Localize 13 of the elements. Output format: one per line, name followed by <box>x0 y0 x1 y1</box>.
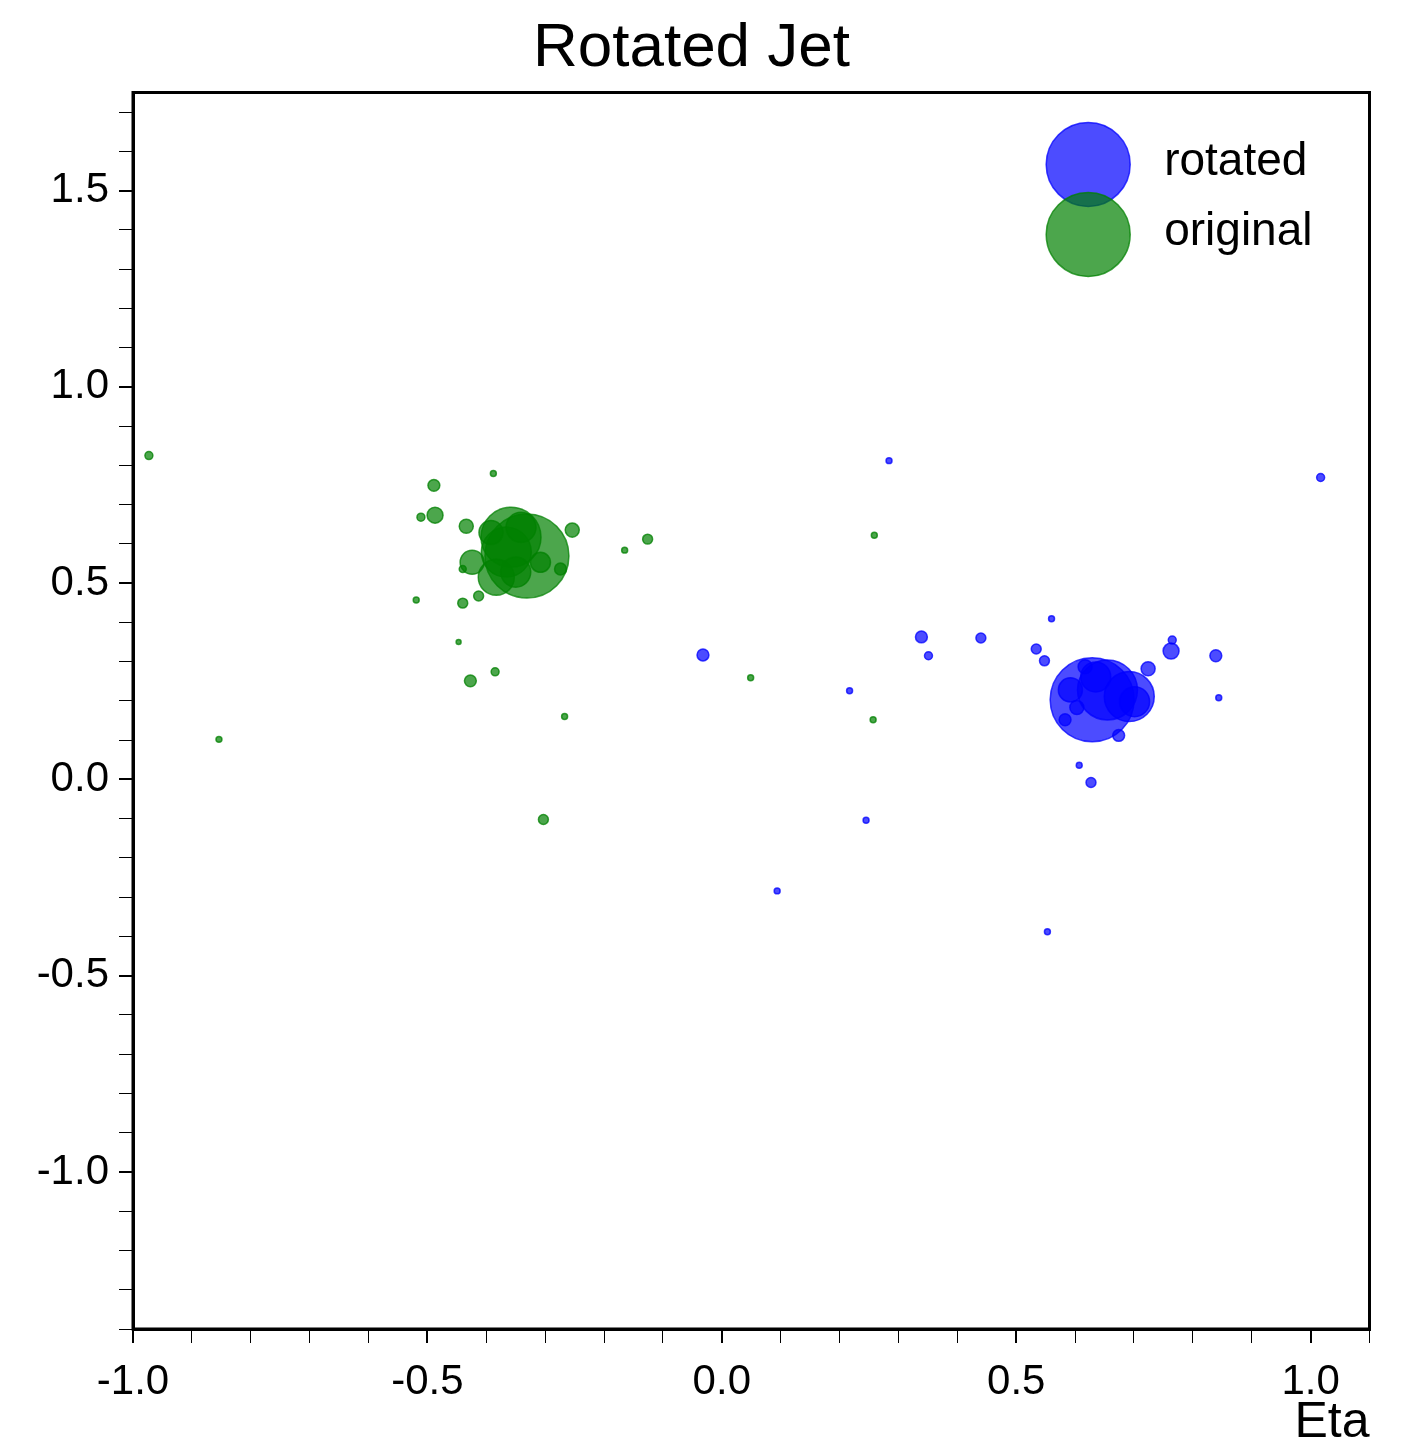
y-tick-label: -1.0 <box>36 1145 109 1193</box>
y-tick-label: 0.5 <box>50 556 109 604</box>
chart-title: Rotated Jet <box>532 10 851 80</box>
legend-label: original <box>1164 203 1313 256</box>
x-tick-label: -0.5 <box>391 1355 464 1403</box>
y-tick-label: 1.0 <box>50 360 109 408</box>
legend-label: rotated <box>1164 133 1308 186</box>
x-tick-label: 0.5 <box>987 1355 1046 1403</box>
y-tick-label: -0.5 <box>36 949 109 997</box>
x-tick-label: 0.0 <box>692 1355 751 1403</box>
y-tick-label: 1.5 <box>50 164 109 212</box>
x-tick-label: -1.0 <box>96 1355 170 1403</box>
y-tick-label: 0.0 <box>50 752 109 800</box>
